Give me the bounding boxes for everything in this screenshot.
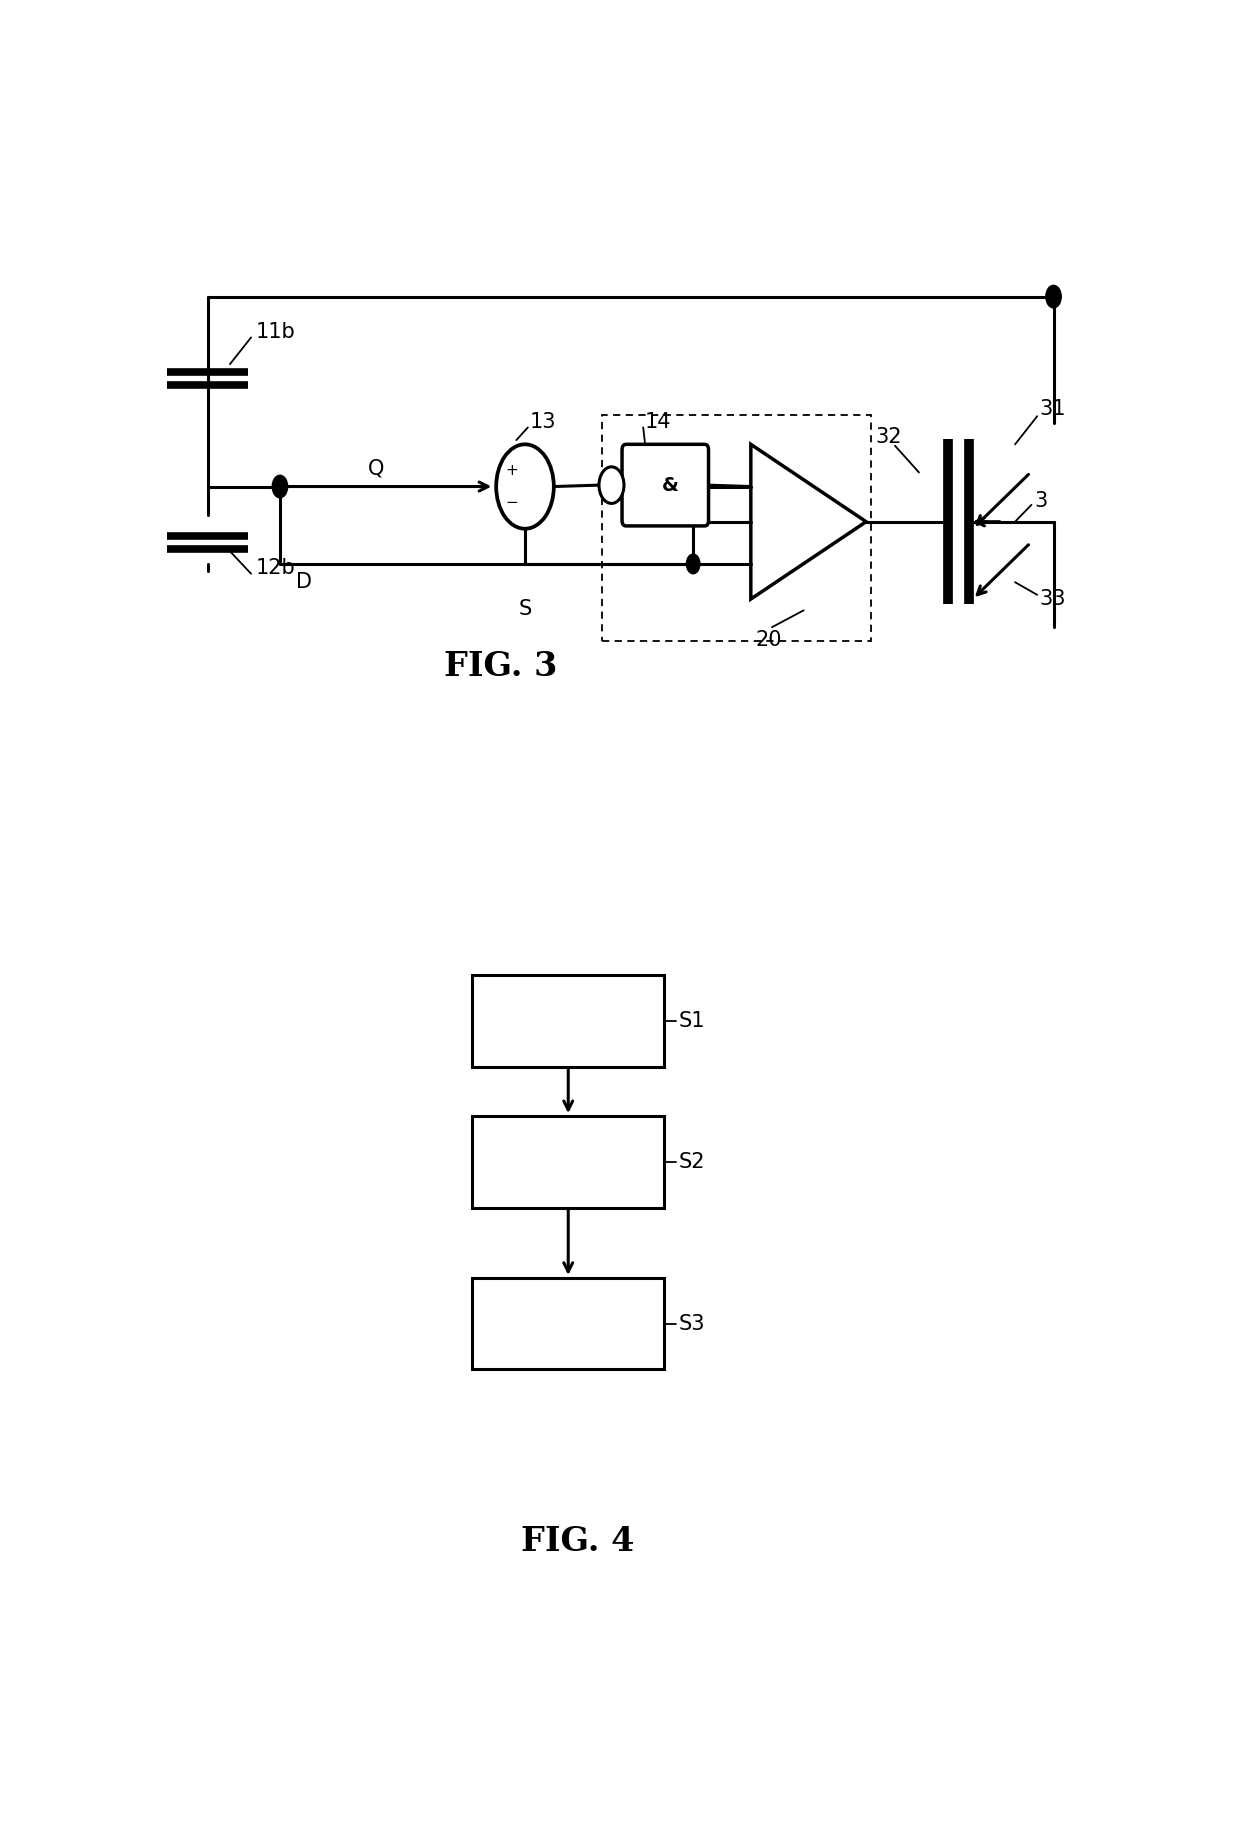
Circle shape xyxy=(687,554,699,574)
Bar xyxy=(472,976,665,1067)
Bar xyxy=(472,1277,665,1368)
Text: &: & xyxy=(662,475,678,495)
Text: S3: S3 xyxy=(678,1314,706,1334)
Text: 11b: 11b xyxy=(255,322,295,342)
Text: S2: S2 xyxy=(678,1151,706,1171)
Text: 14: 14 xyxy=(645,411,672,431)
Text: 3: 3 xyxy=(1034,491,1048,510)
Text: S: S xyxy=(518,599,532,619)
Text: FIG. 3: FIG. 3 xyxy=(444,650,558,683)
Text: 33: 33 xyxy=(1039,588,1065,608)
Text: 31: 31 xyxy=(1039,398,1065,418)
Text: 12b: 12b xyxy=(255,557,295,577)
Circle shape xyxy=(1045,285,1061,309)
Text: +: + xyxy=(506,462,518,479)
Text: 20: 20 xyxy=(755,630,782,650)
Circle shape xyxy=(496,444,554,528)
Circle shape xyxy=(273,475,288,497)
Text: 32: 32 xyxy=(875,428,901,448)
Text: Q: Q xyxy=(368,459,384,479)
Bar xyxy=(601,415,870,641)
Text: FIG. 4: FIG. 4 xyxy=(521,1526,635,1558)
Text: −: − xyxy=(506,495,518,510)
FancyBboxPatch shape xyxy=(622,444,708,526)
Bar xyxy=(472,1116,665,1208)
Text: D: D xyxy=(296,572,312,592)
Circle shape xyxy=(599,468,624,504)
Text: 13: 13 xyxy=(529,411,557,431)
Text: S1: S1 xyxy=(678,1010,706,1030)
